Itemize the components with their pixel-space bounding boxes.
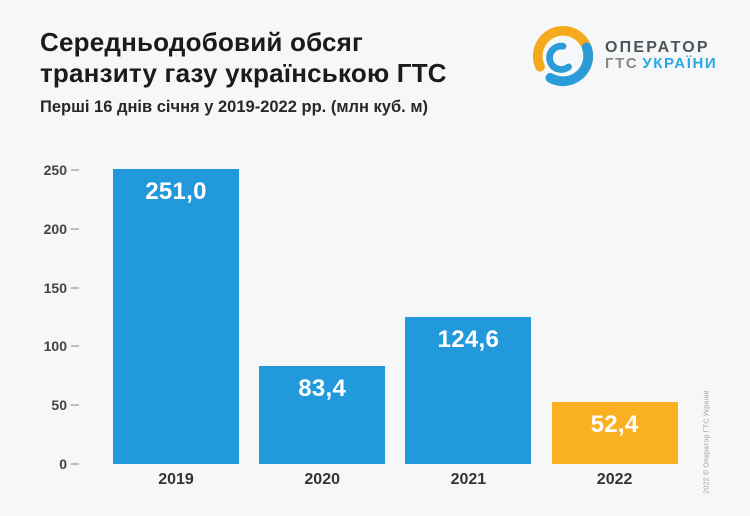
y-axis-tick-label: 250: [43, 162, 67, 178]
logo-gts-ukrainy-label: ГТС УКРАЇНИ: [605, 56, 717, 72]
x-axis-category-label: 2022: [596, 471, 633, 488]
y-axis-tick-mark: [71, 169, 79, 171]
y-axis-tick-mark: [71, 404, 79, 407]
header: Середньодобовий обсяг транзиту газу укра…: [40, 27, 540, 117]
logo-swirl-icon: [532, 26, 594, 87]
page-title-line2: транзиту газу українською ГТС: [40, 58, 447, 88]
copyright-watermark: 2022 © Оператор ГТС України: [703, 390, 711, 494]
logo-ukrainy-label: УКРАЇНИ: [642, 55, 718, 72]
chart-subtitle: Перші 16 днів січня у 2019-2022 рр. (млн…: [40, 98, 429, 116]
x-axis-category-label: 2019: [158, 471, 194, 488]
page-title: Середньодобовий обсяг транзиту газу укра…: [40, 27, 540, 89]
y-axis-tick-mark: [71, 463, 79, 465]
x-axis-category-label: 2020: [304, 471, 340, 488]
logo-operator-label: ОПЕРАТОР: [605, 39, 710, 56]
y-axis-tick-mark: [71, 286, 79, 289]
y-axis-tick-mark: [71, 227, 79, 230]
bar-2020: 83,4: [259, 365, 386, 464]
bar-value-label: 251,0: [145, 177, 207, 205]
y-axis-tick-label: 150: [43, 279, 67, 296]
logo-gts-label: ГТС: [605, 55, 639, 72]
y-axis-tick-label: 100: [43, 338, 67, 355]
bar-value-label: 124,6: [437, 326, 500, 354]
y-axis-tick-mark: [71, 345, 79, 348]
bar-2021: 124,6: [405, 317, 532, 464]
x-axis-category-label: 2021: [450, 471, 487, 488]
operator-gts-logo: ОПЕРАТОР ГТС УКРАЇНИ: [528, 20, 723, 92]
bar-value-label: 52,4: [590, 411, 639, 439]
y-axis-tick-label: 200: [43, 220, 67, 237]
bar-2019: 251,0: [113, 168, 239, 464]
y-axis-tick-label: 50: [51, 397, 67, 414]
page-title-line1: Середньодобовий обсяг: [40, 27, 364, 57]
bar-value-label: 83,4: [298, 374, 347, 402]
bar-2022: 52,4: [551, 402, 678, 464]
logo-text: ОПЕРАТОР ГТС УКРАЇНИ: [605, 40, 717, 72]
y-axis-tick-label: 0: [59, 456, 67, 472]
